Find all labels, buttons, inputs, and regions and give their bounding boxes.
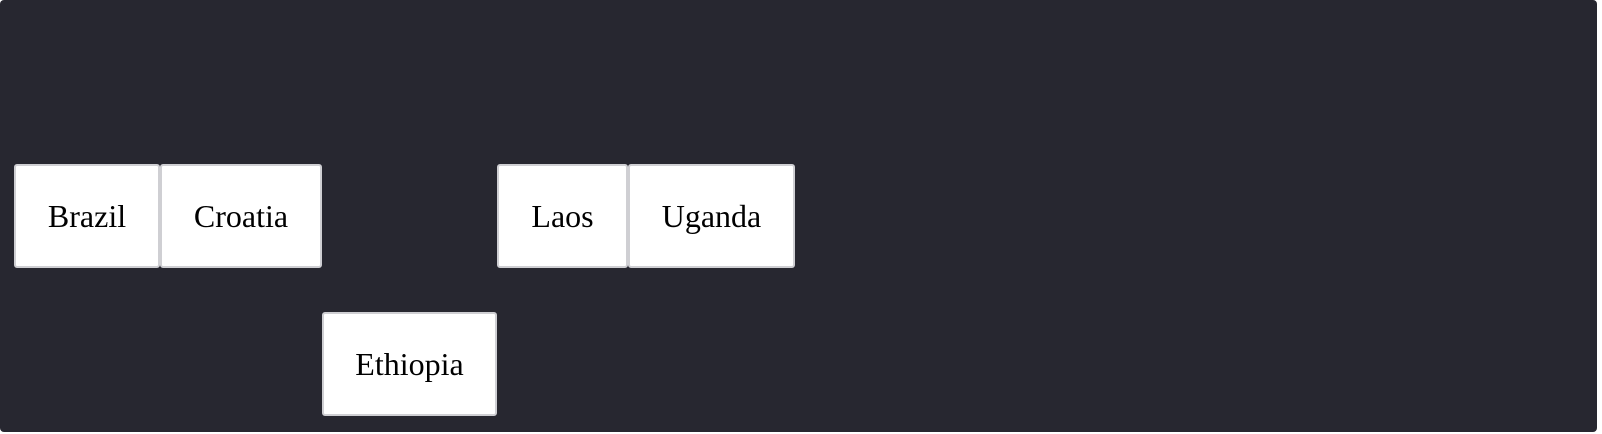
tile-uganda[interactable]: Uganda: [628, 164, 795, 268]
tile-laos[interactable]: Laos: [497, 164, 628, 268]
tile-label: Croatia: [193, 197, 289, 234]
tile-croatia[interactable]: Croatia: [160, 164, 322, 268]
tile-label: Brazil: [47, 197, 127, 234]
tile-ethiopia[interactable]: Ethiopia: [322, 312, 497, 416]
tile-brazil[interactable]: Brazil: [14, 164, 160, 268]
tile-label: Uganda: [661, 197, 762, 234]
tile-label: Ethiopia: [355, 345, 464, 382]
tile-label: Laos: [531, 197, 594, 234]
